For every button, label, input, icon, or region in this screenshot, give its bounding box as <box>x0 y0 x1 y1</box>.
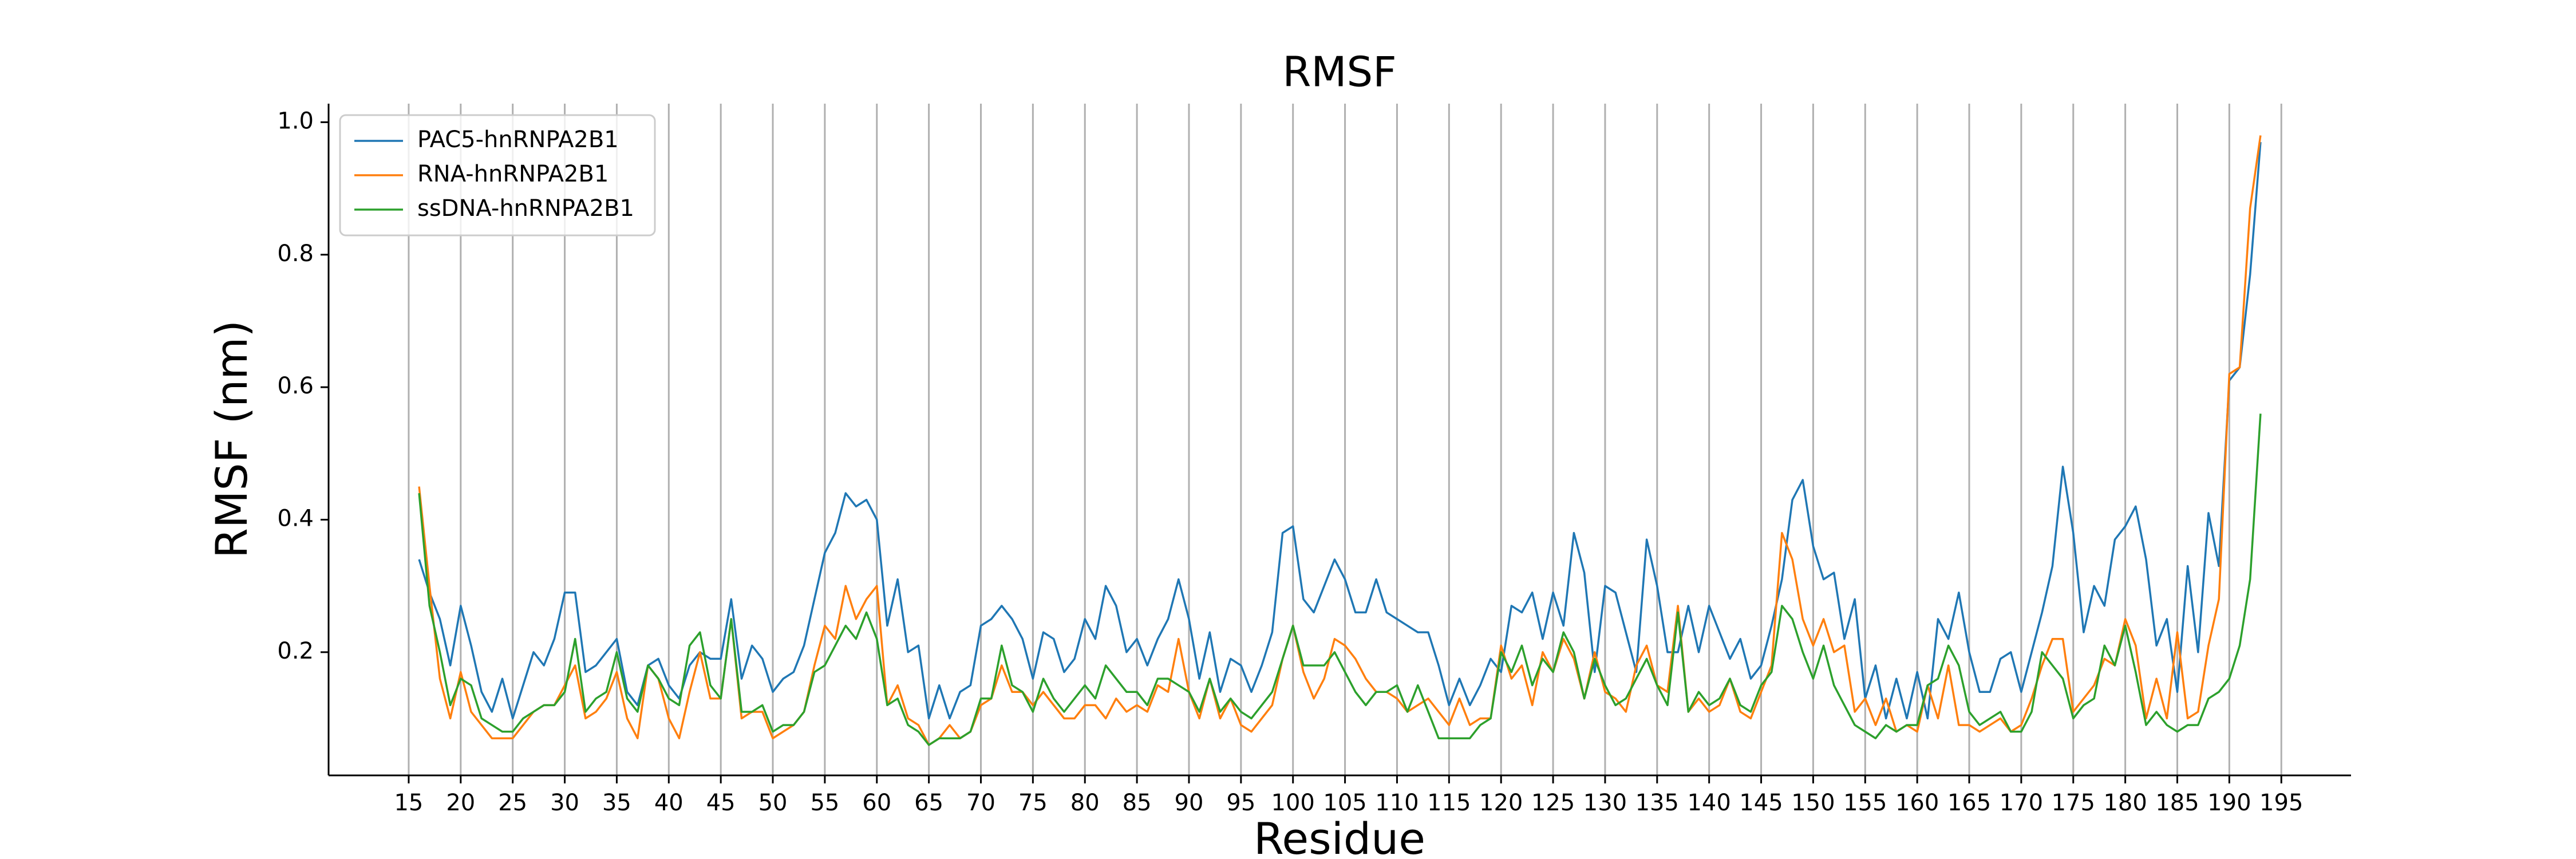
x-tick-label: 55 <box>810 790 839 816</box>
x-tick-label: 20 <box>446 790 475 816</box>
x-tick-label: 65 <box>914 790 943 816</box>
x-tick-label: 150 <box>1791 790 1835 816</box>
legend-box <box>339 114 656 237</box>
legend-label: RNA-hnRNPA2B1 <box>417 161 609 187</box>
x-tick-label: 170 <box>2000 790 2043 816</box>
x-tick-label: 60 <box>862 790 891 816</box>
x-tick-label: 130 <box>1583 790 1627 816</box>
x-tick-label: 25 <box>498 790 527 816</box>
x-axis-label: Residue <box>1254 813 1425 859</box>
x-tick-label: 180 <box>2103 790 2147 816</box>
x-tick-label: 140 <box>1687 790 1730 816</box>
x-tick-label: 175 <box>2052 790 2095 816</box>
x-tick-label: 135 <box>1635 790 1679 816</box>
x-tick-label: 160 <box>1895 790 1939 816</box>
y-tick-label: 0.6 <box>277 373 314 399</box>
x-tick-label: 70 <box>966 790 995 816</box>
y-tick-label: 0.8 <box>277 241 314 267</box>
legend-label: ssDNA-hnRNPA2B1 <box>417 195 634 222</box>
x-tick-label: 45 <box>706 790 736 816</box>
chart-title: RMSF <box>1282 48 1396 96</box>
series-line <box>418 413 2262 746</box>
x-tick-label: 50 <box>758 790 788 816</box>
x-tick-label: 165 <box>1947 790 1991 816</box>
x-tick-label: 80 <box>1070 790 1100 816</box>
x-tick-label: 110 <box>1375 790 1419 816</box>
x-tick-label: 190 <box>2207 790 2251 816</box>
x-tick-label: 15 <box>394 790 423 816</box>
x-tick-label: 100 <box>1271 790 1315 816</box>
legend-label: PAC5-hnRNPA2B1 <box>417 127 619 153</box>
x-tick-label: 145 <box>1739 790 1783 816</box>
x-tick-label: 75 <box>1018 790 1048 816</box>
series-line <box>418 135 2262 746</box>
x-tick-label: 155 <box>1843 790 1887 816</box>
x-tick-label: 120 <box>1479 790 1523 816</box>
x-tick-label: 40 <box>654 790 683 816</box>
y-tick-label: 1.0 <box>277 108 314 134</box>
y-tick-label: 0.2 <box>277 638 314 664</box>
x-tick-label: 95 <box>1226 790 1255 816</box>
y-tick-label: 0.4 <box>277 505 314 531</box>
x-tick-label: 30 <box>550 790 579 816</box>
x-tick-label: 185 <box>2155 790 2199 816</box>
x-tick-label: 125 <box>1531 790 1575 816</box>
x-tick-label: 90 <box>1175 790 1204 816</box>
x-tick-label: 35 <box>602 790 631 816</box>
legend: PAC5-hnRNPA2B1 RNA-hnRNPA2B1 ssDNA-hnRNPA2… <box>339 114 656 237</box>
series-line <box>418 141 2262 720</box>
x-tick-label: 85 <box>1123 790 1152 816</box>
x-tick-label: 115 <box>1427 790 1471 816</box>
x-tick-label: 105 <box>1323 790 1366 816</box>
x-tick-label: 195 <box>2259 790 2303 816</box>
y-axis-label: RMSF (nm) <box>206 320 257 558</box>
